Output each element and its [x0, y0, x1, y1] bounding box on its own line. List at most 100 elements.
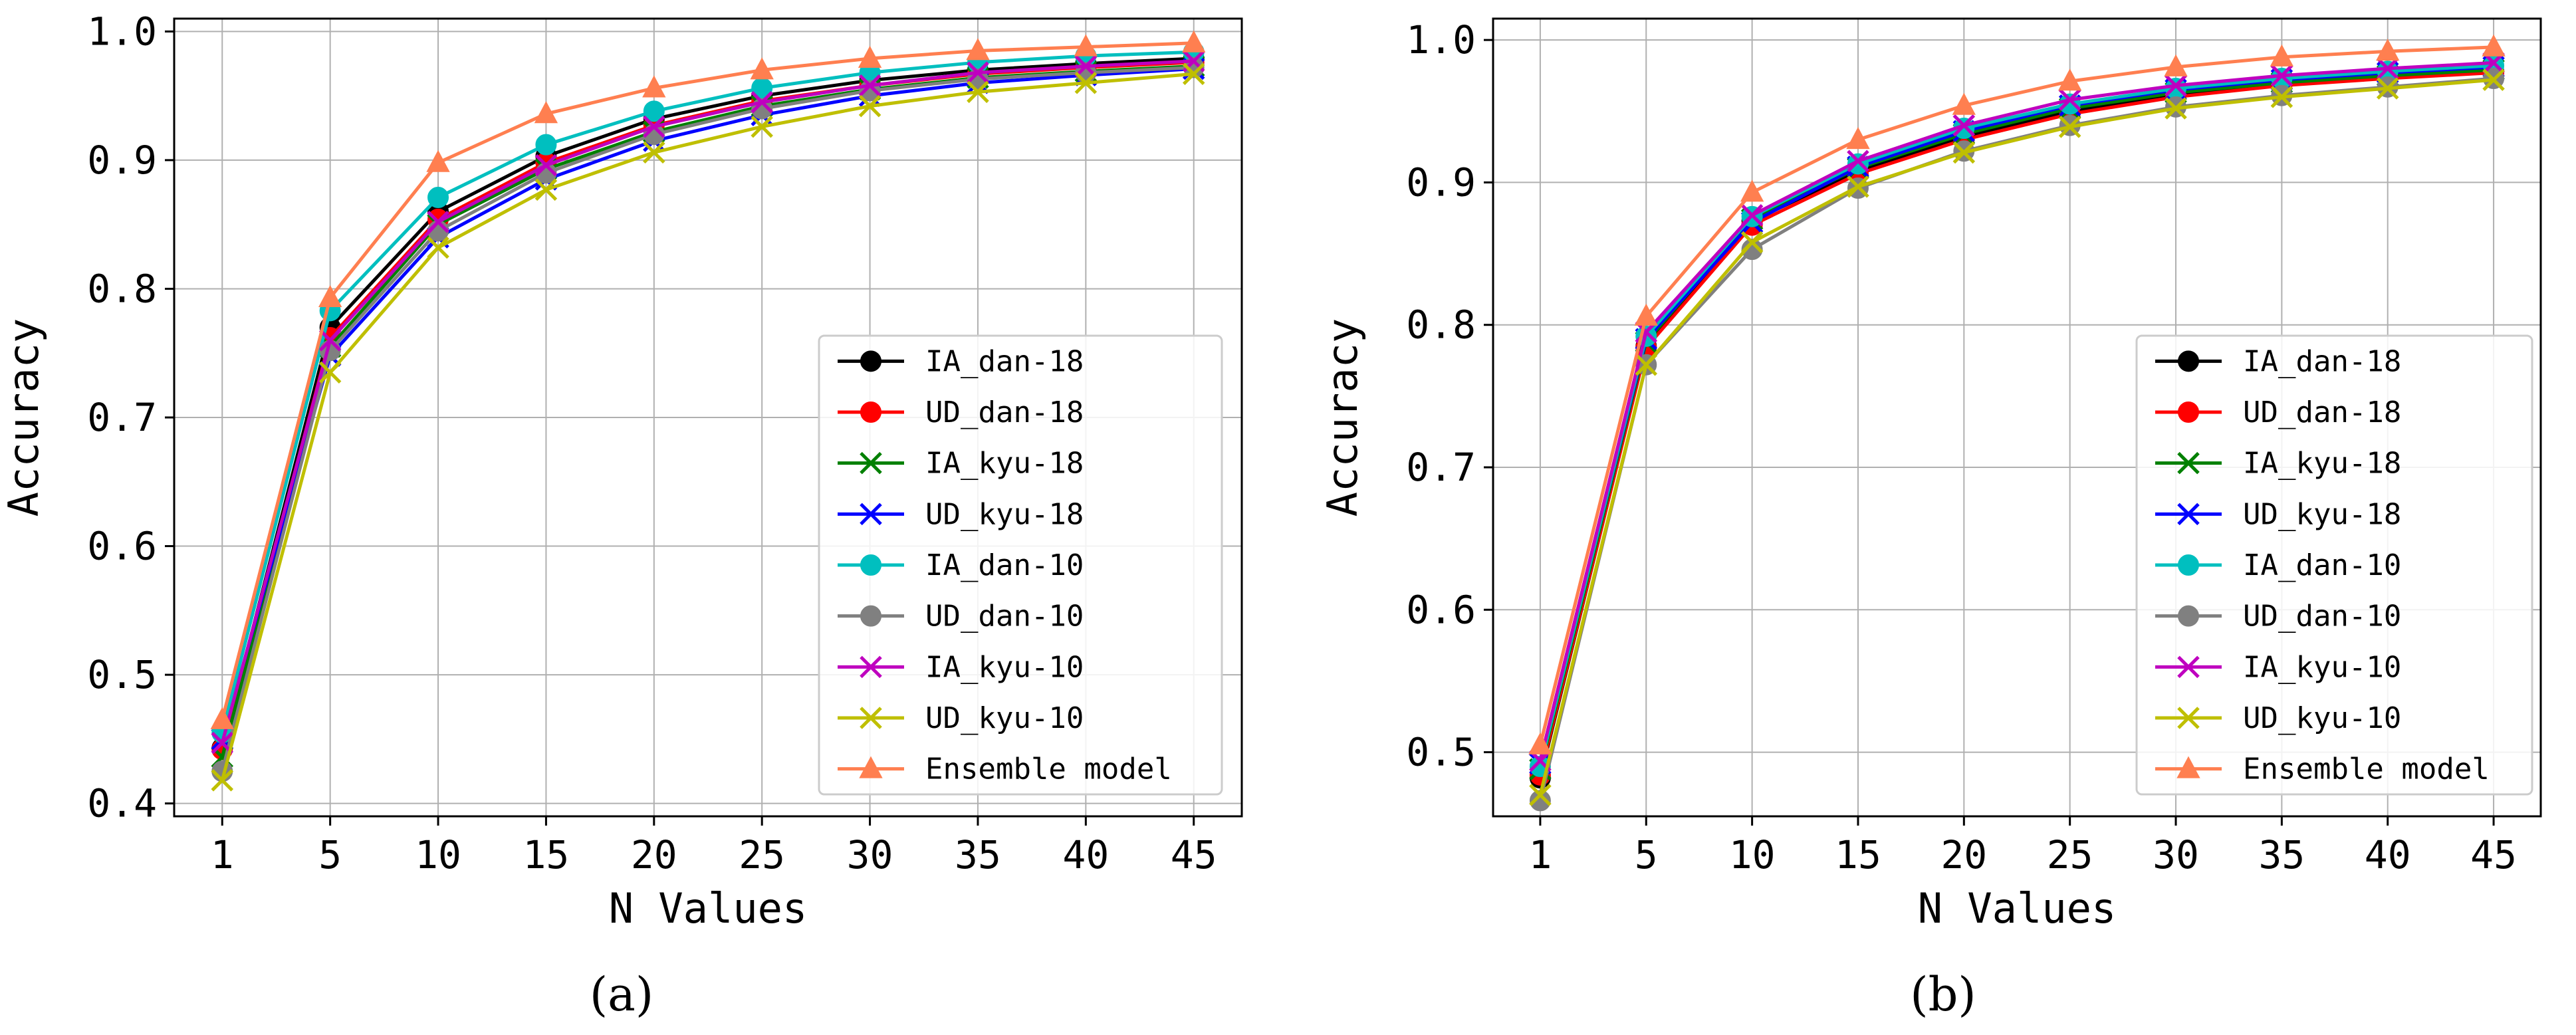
data-point-ia-kyu-10 [858, 74, 881, 97]
data-point-ensemble-model [966, 38, 990, 60]
x-tick-label: 25 [2047, 832, 2093, 877]
data-point-ia-kyu-10 [967, 61, 989, 84]
data-point-ia-kyu-10 [2165, 74, 2187, 97]
legend-label-ud-dan-18: UD_dan-18 [925, 396, 1084, 429]
x-tick-label: 1 [211, 832, 234, 877]
data-point-ia-kyu-10 [1952, 114, 1976, 137]
data-point-ia-kyu-10 [751, 91, 773, 114]
plot-frame [1492, 17, 2542, 818]
data-point-ia-kyu-10 [1847, 150, 1869, 173]
y-tick-label: 0.5 [1406, 730, 1476, 775]
y-axis-title: Accuracy [0, 318, 48, 517]
data-point-ud-kyu-10 [858, 94, 881, 118]
legend: IA_dan-18 UD_dan-18 IA_kyu-18 UD_kyu-18 IA_d… [818, 334, 1223, 796]
chart-panel-b: 1 5 10 15 20 25 30 35 40 450.50.60.70.80.91.0N Va… [1318, 17, 2542, 933]
legend-marker-ia-kyu-10 [2177, 655, 2200, 679]
legend-marker-ia-dan-10 [860, 554, 881, 576]
data-point-ia-dan-10 [2059, 93, 2081, 115]
legend-marker-ia-dan-18 [2178, 350, 2199, 372]
data-point-ensemble-model [642, 75, 666, 98]
data-point-ud-kyu-10 [967, 80, 989, 104]
legend: IA_dan-18 UD_dan-18 IA_kyu-18 UD_kyu-18 IA_d… [2135, 334, 2533, 796]
data-point-ud-kyu-10 [2270, 86, 2293, 108]
data-point-ensemble-model [750, 57, 774, 80]
x-tick-label: 5 [318, 832, 342, 877]
legend-marker-ia-kyu-10 [860, 655, 882, 679]
legend-marker-ia-dan-18 [860, 350, 881, 372]
legend-marker-ud-kyu-10 [860, 707, 882, 729]
data-point-ensemble-model [1846, 127, 1870, 150]
x-axis-title: N Values [609, 884, 808, 933]
chart-panel-a: 1 5 10 15 20 25 30 35 40 450.40.50.60.70.80.91.0N… [0, 9, 1243, 933]
data-point-ud-kyu-10 [1182, 62, 1205, 85]
data-point-ia-kyu-10 [318, 329, 342, 352]
legend-label-ia-dan-18: IA_dan-18 [2243, 344, 2401, 378]
x-tick-label: 15 [523, 832, 570, 877]
data-point-ud-kyu-10 [1847, 175, 1869, 198]
legend-label-ud-dan-10: UD_dan-10 [925, 600, 1084, 633]
x-tick-label: 10 [1729, 832, 1776, 877]
series-line-ia-dan-18 [220, 57, 1194, 749]
legend-label-ud-dan-10: UD_dan-10 [2243, 600, 2401, 633]
legend-label-ia-dan-18: IA_dan-18 [925, 344, 1084, 378]
data-point-ensemble-model [2376, 39, 2400, 61]
legend-label-ia-kyu-10: IA_kyu-10 [2243, 650, 2401, 684]
data-point-ia-kyu-10 [534, 154, 558, 177]
series-ensemble-model [210, 30, 1206, 729]
series-line-ia-kyu-10 [1538, 60, 2494, 762]
data-point-ud-dan-10 [1741, 239, 1763, 261]
data-point-ud-kyu-10 [1740, 231, 1764, 254]
legend-marker-ud-kyu-10 [2177, 707, 2200, 729]
series-line-ud-kyu-10 [1538, 78, 2494, 796]
x-tick-label: 20 [1940, 832, 1987, 877]
x-tick-label: 45 [1171, 832, 1217, 877]
y-tick-label: 0.7 [87, 395, 157, 440]
data-point-ensemble-model [1740, 179, 1764, 202]
series-line-ud-kyu-10 [220, 72, 1194, 781]
caption-a: (a) [590, 967, 653, 1022]
series-ia-kyu-10 [211, 50, 1205, 754]
series-ensemble-model [1528, 34, 2506, 754]
legend-label-ud-dan-18: UD_dan-18 [2243, 396, 2401, 429]
y-tick-label: 0.6 [1406, 587, 1476, 632]
legend-label-ia-dan-10: IA_dan-10 [2243, 548, 2401, 582]
x-tick-label: 5 [1635, 832, 1658, 877]
y-tick-label: 0.4 [87, 781, 157, 826]
series-ud-kyu-10 [211, 62, 1205, 792]
data-point-ia-kyu-10 [427, 211, 449, 233]
y-tick-label: 0.8 [87, 266, 157, 311]
data-point-ia-kyu-10 [2376, 57, 2399, 80]
data-point-ia-dan-10 [427, 187, 449, 209]
x-tick-label: 1 [1528, 832, 1552, 877]
data-point-ensemble-model [210, 707, 234, 729]
data-point-ud-kyu-10 [643, 141, 665, 164]
y-tick-label: 0.9 [87, 138, 157, 183]
series-line-ud-dan-18 [1538, 70, 2494, 776]
data-point-ia-dan-10 [2165, 78, 2187, 99]
data-point-ud-kyu-10 [318, 361, 342, 384]
legend-marker-ia-kyu-18 [2177, 451, 2200, 475]
legend-marker-ud-dan-18 [2178, 402, 2199, 423]
legend-marker-ensemble-model [859, 756, 883, 778]
legend-label-ud-kyu-10: UD_kyu-10 [2243, 701, 2401, 735]
data-point-ud-kyu-10 [751, 115, 773, 138]
x-tick-label: 30 [847, 832, 893, 877]
x-tick-label: 35 [955, 832, 1001, 877]
series-line-ensemble-model [220, 41, 1194, 721]
y-tick-label: 0.5 [87, 652, 157, 697]
data-point-ud-kyu-10 [1529, 784, 1552, 806]
data-point-ia-kyu-10 [2270, 64, 2293, 87]
series-line-ia-kyu-10 [220, 59, 1194, 744]
data-point-ensemble-model [858, 45, 882, 68]
data-point-ud-kyu-10 [534, 178, 558, 201]
legend-label-ensemble-model: Ensemble model [925, 752, 1172, 786]
data-point-ud-kyu-10 [2376, 77, 2399, 100]
x-tick-label: 10 [415, 832, 461, 877]
data-point-ensemble-model [1182, 30, 1206, 53]
data-point-ensemble-model [426, 150, 450, 172]
legend-label-ia-dan-10: IA_dan-10 [925, 548, 1084, 582]
data-point-ia-dan-10 [535, 134, 557, 156]
legend-label-ensemble-model: Ensemble model [2243, 752, 2490, 786]
legend-label-ud-kyu-18: UD_kyu-18 [925, 497, 1084, 531]
